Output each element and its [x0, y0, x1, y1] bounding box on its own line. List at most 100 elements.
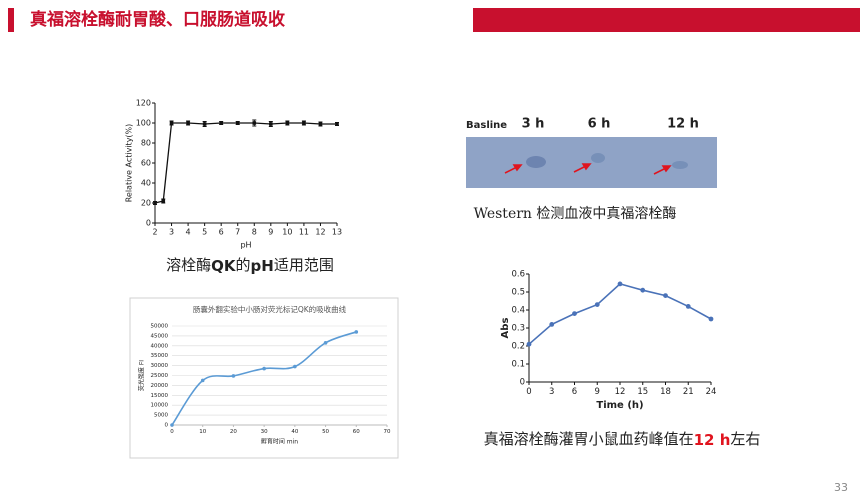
blot-band: [526, 156, 546, 168]
x-tick-label: 13: [332, 228, 342, 237]
y-axis-label: 荧光强度 FI: [138, 360, 146, 391]
y-tick-label: 45000: [151, 333, 169, 339]
x-tick-label: 30: [261, 429, 268, 435]
blot-band: [672, 161, 688, 169]
y-axis-label: Abs: [500, 318, 511, 339]
blot-label: 3 h: [522, 117, 545, 132]
x-tick-label: 3: [169, 228, 174, 237]
marker: [549, 322, 555, 327]
arrow-head: [661, 165, 672, 173]
x-tick-label: 0: [526, 387, 531, 397]
marker: [161, 199, 166, 203]
x-tick-label: 12: [615, 387, 626, 397]
x-tick-label: 0: [170, 429, 174, 435]
caption-part: 真福溶栓酶灌胃小鼠血药峰值在: [484, 430, 694, 448]
arrow-head: [581, 163, 592, 171]
marker: [153, 201, 157, 205]
marker: [640, 287, 646, 293]
marker: [235, 121, 240, 125]
y-tick-label: 0: [520, 378, 525, 388]
chart-title: 肠囊外翻实验中小肠对荧光标记QK的吸收曲线: [193, 304, 347, 314]
y-tick-label: 30000: [151, 363, 169, 369]
y-tick-label: 0: [146, 219, 151, 228]
x-tick-label: 20: [230, 429, 237, 435]
y-axis-label: Relative Activity(%): [125, 124, 134, 203]
marker: [169, 121, 174, 125]
panel: [118, 95, 346, 252]
page-number: 33: [834, 481, 848, 494]
blot-band: [591, 153, 605, 163]
x-axis-label: 孵育时间 min: [261, 438, 298, 446]
marker: [318, 122, 323, 126]
caption-part: 12 h: [694, 431, 731, 449]
marker: [685, 304, 691, 309]
marker: [285, 121, 290, 125]
marker: [617, 281, 623, 287]
x-tick-label: 9: [268, 228, 273, 237]
x-tick-label: 60: [353, 429, 360, 435]
y-tick-label: 0.2: [511, 342, 525, 352]
x-tick-label: 21: [683, 387, 694, 397]
blot-label: 6 h: [588, 117, 611, 132]
y-tick-label: 0.4: [511, 306, 525, 316]
y-tick-label: 0: [165, 423, 169, 429]
y-tick-label: 0.6: [511, 270, 525, 280]
x-tick-label: 3: [549, 387, 554, 397]
caption-part: 左右: [730, 430, 760, 448]
marker: [302, 121, 306, 125]
y-tick-label: 100: [136, 119, 151, 128]
x-axis-label: Time (h): [596, 400, 643, 411]
y-tick-label: 10000: [151, 403, 169, 409]
y-tick-label: 15000: [151, 393, 169, 399]
marker: [186, 121, 190, 125]
y-tick-label: 80: [141, 139, 151, 148]
marker: [200, 378, 205, 383]
y-tick-label: 40: [141, 179, 151, 188]
marker: [219, 121, 223, 125]
x-tick-label: 6: [219, 228, 224, 237]
marker: [572, 311, 577, 316]
x-tick-label: 24: [706, 387, 717, 397]
x-tick-label: 7: [235, 228, 240, 237]
marker: [231, 374, 236, 378]
caption: 溶栓酶QK的pH适用范围: [166, 256, 334, 275]
x-tick-label: 70: [384, 429, 391, 435]
x-tick-label: 8: [252, 228, 257, 237]
x-tick-label: 15: [637, 387, 648, 397]
y-tick-label: 60: [141, 159, 151, 168]
marker: [354, 330, 359, 334]
x-tick-label: 6: [572, 387, 577, 397]
x-tick-label: 50: [322, 429, 329, 435]
x-tick-label: 40: [291, 429, 298, 435]
panel: [129, 297, 399, 459]
caption-part: pH: [251, 257, 274, 275]
marker: [594, 302, 600, 307]
x-tick-label: 2: [152, 228, 157, 237]
title-band: [473, 8, 860, 32]
caption-part: Western 检测血液中真福溶栓酶: [474, 206, 677, 222]
y-tick-label: 40000: [151, 343, 169, 349]
slide-title: 真福溶栓酶耐胃酸、口服肠道吸收: [30, 9, 285, 30]
caption-part: 的: [236, 256, 251, 274]
marker: [663, 293, 668, 298]
marker: [335, 122, 339, 126]
caption: 真福溶栓酶灌胃小鼠血药峰值在12 h左右: [484, 430, 761, 449]
caption-part: QK: [211, 257, 237, 275]
y-tick-label: 0.5: [511, 288, 525, 298]
y-tick-label: 50000: [151, 324, 169, 330]
title-accent: [8, 8, 14, 32]
marker: [708, 316, 714, 322]
caption: Western 检测血液中真福溶栓酶: [474, 206, 677, 222]
y-tick-label: 25000: [151, 373, 169, 379]
x-tick-label: 10: [199, 429, 206, 435]
blot-label: 12 h: [667, 117, 699, 132]
marker: [202, 122, 207, 126]
marker: [252, 121, 257, 125]
marker: [262, 366, 266, 371]
marker: [323, 341, 328, 345]
blot-label: Basline: [466, 120, 507, 131]
x-tick-label: 11: [299, 228, 309, 237]
y-tick-label: 120: [136, 99, 151, 108]
caption-part: 溶栓酶: [166, 256, 211, 274]
